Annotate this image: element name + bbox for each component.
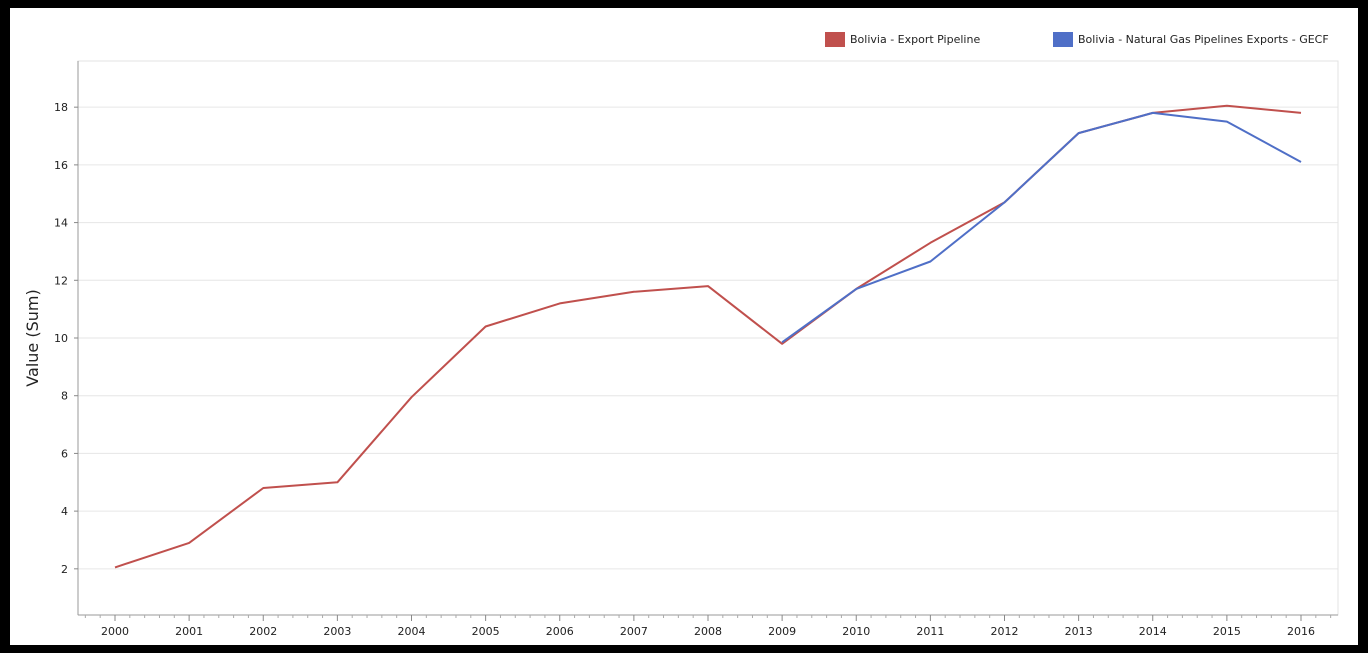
legend-swatch-1 (825, 32, 845, 47)
x-tick-label: 2011 (916, 625, 944, 638)
x-tick-label: 2006 (546, 625, 574, 638)
y-tick-label: 2 (61, 563, 68, 576)
legend-swatch-2 (1053, 32, 1073, 47)
x-tick-label: 2013 (1065, 625, 1093, 638)
legend-label-1: Bolivia - Export Pipeline (850, 33, 980, 46)
x-tick-label: 2010 (842, 625, 870, 638)
x-tick-label: 2003 (323, 625, 351, 638)
y-axis-title: Value (Sum) (23, 289, 42, 386)
x-tick-label: 2005 (472, 625, 500, 638)
x-tick-label: 2009 (768, 625, 796, 638)
series-line-2 (781, 111, 1302, 344)
x-tick-label: 2015 (1213, 625, 1241, 638)
x-tick-label: 2002 (249, 625, 277, 638)
x-tick-label: 2014 (1139, 625, 1167, 638)
y-tick-label: 12 (54, 274, 68, 287)
x-tick-label: 2001 (175, 625, 203, 638)
x-tick-label: 2000 (101, 625, 129, 638)
chart-frame: 2 4 6 8 10 12 14 16 18 2000 2001 2002 2003 2004 2005 2… (10, 8, 1358, 645)
legend: Bolivia - Export Pipeline Bolivia - Natur… (825, 32, 1329, 47)
x-tick-label: 2016 (1287, 625, 1315, 638)
x-tick-label: 2008 (694, 625, 722, 638)
y-tick-label: 8 (61, 390, 68, 403)
y-tick-label: 14 (54, 217, 68, 230)
y-axis-ticks: 2 4 6 8 10 12 14 16 18 (54, 101, 78, 576)
x-tick-label: 2007 (620, 625, 648, 638)
gridlines (78, 106, 1338, 570)
series-line-1 (114, 104, 1302, 569)
x-tick-label: 2012 (991, 625, 1019, 638)
series-lines (114, 104, 1302, 569)
x-axis-ticks: 2000 2001 2002 2003 2004 2005 2006 2007 2008 2009… (84, 615, 1332, 638)
y-tick-label: 4 (61, 505, 68, 518)
y-tick-label: 10 (54, 332, 68, 345)
y-tick-label: 6 (61, 447, 68, 460)
y-tick-label: 16 (54, 159, 68, 172)
y-tick-label: 18 (54, 101, 68, 114)
x-tick-label: 2004 (398, 625, 426, 638)
legend-label-2: Bolivia - Natural Gas Pipelines Exports … (1078, 33, 1329, 46)
